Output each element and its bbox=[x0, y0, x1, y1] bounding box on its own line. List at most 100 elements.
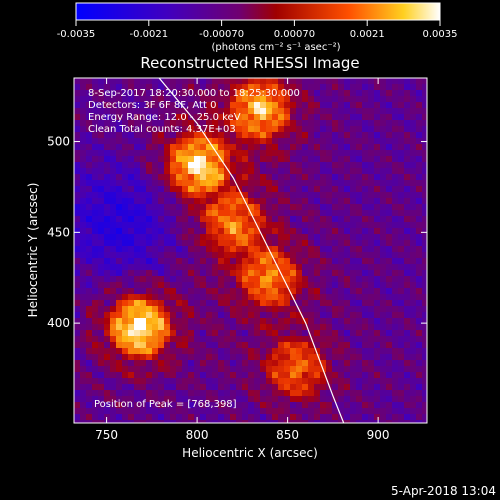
heatmap-cell bbox=[266, 120, 273, 127]
heatmap-cell bbox=[170, 420, 177, 423]
heatmap-cell bbox=[182, 114, 189, 121]
heatmap-cell bbox=[332, 318, 339, 325]
heatmap-cell bbox=[254, 96, 261, 103]
heatmap-cell bbox=[302, 342, 309, 349]
heatmap-cell bbox=[242, 312, 249, 319]
heatmap-cell bbox=[182, 300, 189, 307]
heatmap-cell bbox=[386, 348, 393, 355]
heatmap-cell bbox=[236, 348, 243, 355]
heatmap-cell bbox=[146, 360, 153, 367]
heatmap-cell bbox=[188, 258, 195, 265]
heatmap-cell bbox=[116, 180, 123, 187]
heatmap-cell bbox=[170, 90, 177, 97]
heatmap-cell bbox=[398, 414, 405, 421]
heatmap-cell bbox=[98, 114, 105, 121]
heatmap-cell bbox=[224, 402, 231, 409]
heatmap-cell bbox=[212, 78, 219, 85]
heatmap-cell bbox=[386, 198, 393, 205]
heatmap-cell bbox=[416, 144, 423, 151]
heatmap-cell bbox=[224, 216, 231, 223]
heatmap-cell bbox=[320, 354, 327, 361]
heatmap-cell bbox=[230, 246, 237, 253]
heatmap-cell bbox=[392, 372, 399, 379]
heatmap-cell bbox=[158, 342, 165, 349]
heatmap-cell bbox=[416, 96, 423, 103]
heatmap-cell bbox=[260, 156, 267, 163]
heatmap-cell bbox=[320, 414, 327, 421]
heatmap-cell bbox=[230, 210, 237, 217]
heatmap-cell bbox=[398, 252, 405, 259]
heatmap-cell bbox=[422, 204, 427, 211]
heatmap-cell bbox=[194, 156, 201, 163]
heatmap-cell bbox=[254, 312, 261, 319]
heatmap-cell bbox=[104, 408, 111, 415]
heatmap-cell bbox=[344, 276, 351, 283]
heatmap-cell bbox=[122, 216, 129, 223]
heatmap-cell bbox=[326, 270, 333, 277]
heatmap-cell bbox=[110, 396, 117, 403]
heatmap-cell bbox=[110, 348, 117, 355]
heatmap-cell bbox=[266, 342, 273, 349]
heatmap-cell bbox=[212, 252, 219, 259]
heatmap-cell bbox=[152, 264, 159, 271]
heatmap-cell bbox=[74, 162, 81, 169]
heatmap-cell bbox=[158, 276, 165, 283]
heatmap-cell bbox=[380, 408, 387, 415]
heatmap-cell bbox=[380, 126, 387, 133]
heatmap-cell bbox=[140, 300, 147, 307]
heatmap-cell bbox=[230, 252, 237, 259]
heatmap-cell bbox=[410, 366, 417, 373]
heatmap-cell bbox=[308, 318, 315, 325]
heatmap-cell bbox=[86, 198, 93, 205]
heatmap-cell bbox=[332, 96, 339, 103]
heatmap-cell bbox=[410, 336, 417, 343]
heatmap-cell bbox=[290, 198, 297, 205]
heatmap-cell bbox=[266, 348, 273, 355]
heatmap-cell bbox=[248, 384, 255, 391]
heatmap-cell bbox=[200, 276, 207, 283]
heatmap-cell bbox=[200, 186, 207, 193]
heatmap-cell bbox=[134, 144, 141, 151]
heatmap-cell bbox=[140, 372, 147, 379]
heatmap-cell bbox=[398, 360, 405, 367]
heatmap-cell bbox=[140, 336, 147, 343]
heatmap-cell bbox=[338, 240, 345, 247]
heatmap-cell bbox=[116, 126, 123, 133]
heatmap-cell bbox=[386, 210, 393, 217]
heatmap-cell bbox=[128, 216, 135, 223]
heatmap-cell bbox=[254, 210, 261, 217]
heatmap-cell bbox=[266, 186, 273, 193]
heatmap-cell bbox=[266, 96, 273, 103]
heatmap-cell bbox=[338, 318, 345, 325]
heatmap-cell bbox=[368, 414, 375, 421]
heatmap-cell bbox=[422, 192, 427, 199]
heatmap-cell bbox=[74, 168, 81, 175]
heatmap-cell bbox=[380, 186, 387, 193]
heatmap-cell bbox=[416, 240, 423, 247]
heatmap-cell bbox=[188, 168, 195, 175]
heatmap-cell bbox=[320, 198, 327, 205]
heatmap-cell bbox=[314, 222, 321, 229]
heatmap-cell bbox=[152, 150, 159, 157]
heatmap-cell bbox=[272, 246, 279, 253]
heatmap-cell bbox=[398, 270, 405, 277]
y-tick-label: 400 bbox=[47, 316, 70, 330]
heatmap-cell bbox=[152, 144, 159, 151]
heatmap-cell bbox=[278, 216, 285, 223]
heatmap-cell bbox=[332, 216, 339, 223]
heatmap-cell bbox=[278, 366, 285, 373]
heatmap-cell bbox=[146, 240, 153, 247]
heatmap-cell bbox=[152, 240, 159, 247]
heatmap-cell bbox=[182, 138, 189, 145]
heatmap-cell bbox=[422, 120, 427, 127]
heatmap-cell bbox=[98, 234, 105, 241]
heatmap-cell bbox=[218, 270, 225, 277]
heatmap-cell bbox=[170, 342, 177, 349]
heatmap-cell bbox=[170, 354, 177, 361]
heatmap-cell bbox=[140, 198, 147, 205]
heatmap-cell bbox=[320, 396, 327, 403]
heatmap-cell bbox=[140, 264, 147, 271]
heatmap-cell bbox=[332, 168, 339, 175]
heatmap-cell bbox=[110, 84, 117, 91]
heatmap-cell bbox=[410, 126, 417, 133]
